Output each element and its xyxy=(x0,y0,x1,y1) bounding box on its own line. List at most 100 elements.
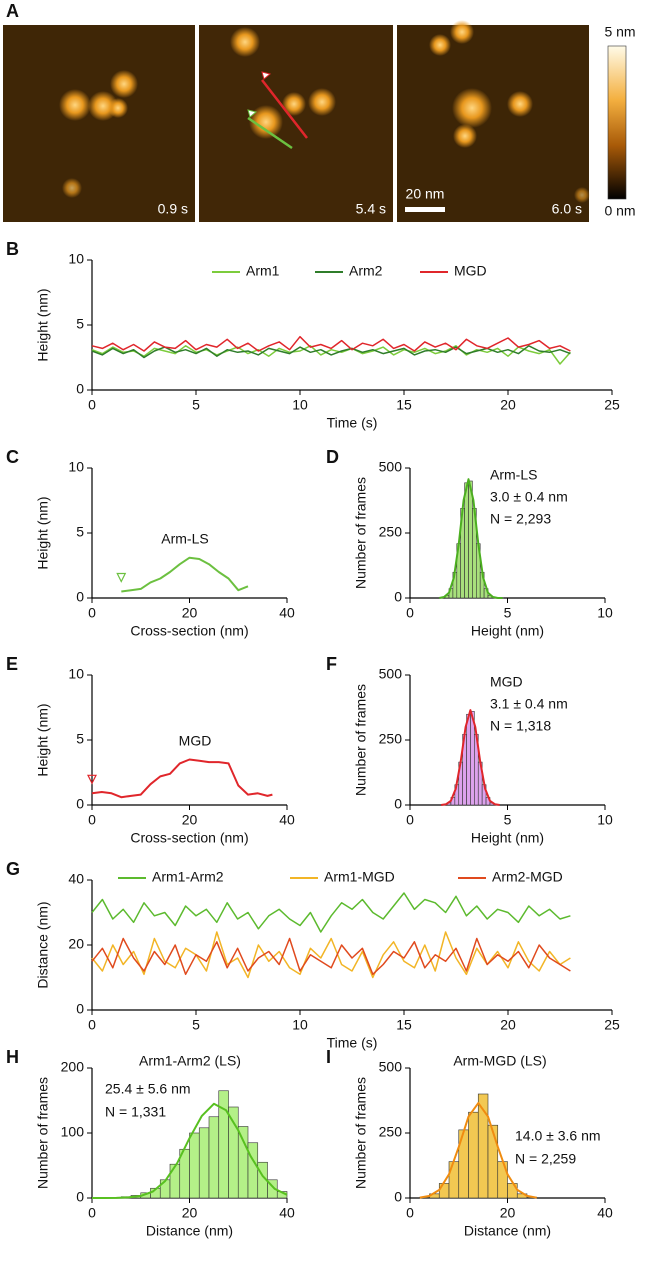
x-tick-label: 20 xyxy=(500,1017,516,1033)
colorbar-label: 0 nm xyxy=(604,203,635,219)
x-tick-label: 15 xyxy=(396,1017,412,1033)
x-tick-label: 5 xyxy=(504,605,512,621)
y-tick-label: 500 xyxy=(379,459,403,475)
legend-label: Arm1 xyxy=(246,263,280,279)
data-line xyxy=(419,1102,537,1199)
section-line xyxy=(247,116,293,150)
y-axis-title: Height (nm) xyxy=(35,288,51,361)
annotation: N = 2,259 xyxy=(515,1151,576,1167)
x-axis-title: Height (nm) xyxy=(471,830,544,846)
x-tick-label: 20 xyxy=(500,397,516,413)
y-tick-label: 250 xyxy=(379,731,403,747)
data-line xyxy=(91,931,571,979)
x-tick-label: 0 xyxy=(88,1017,96,1033)
bar xyxy=(466,713,471,806)
frame-time: 0.9 s xyxy=(158,201,188,217)
data-line xyxy=(91,892,571,933)
afm-frame xyxy=(3,25,195,222)
y-axis-title: Height (nm) xyxy=(35,703,51,776)
x-tick-label: 5 xyxy=(192,1017,200,1033)
afm-features xyxy=(59,20,590,203)
legend-label: MGD xyxy=(454,263,487,279)
start-marker xyxy=(116,572,127,583)
annotation: N = 2,293 xyxy=(490,511,551,527)
panel-letter: G xyxy=(6,859,20,879)
y-tick-label: 5 xyxy=(76,731,84,747)
x-tick-label: 0 xyxy=(88,397,96,413)
data-line xyxy=(441,709,500,806)
x-axis-title: Distance (nm) xyxy=(464,1223,551,1239)
y-axis-title: Number of frames xyxy=(353,477,369,589)
y-axis-title: Height (nm) xyxy=(35,496,51,569)
x-tick-label: 10 xyxy=(292,397,308,413)
data-line xyxy=(91,345,571,359)
arrowhead xyxy=(247,109,258,118)
x-tick-label: 10 xyxy=(597,605,613,621)
x-axis-title: Cross-section (nm) xyxy=(130,623,248,639)
panel-letter: B xyxy=(6,239,19,259)
y-tick-label: 0 xyxy=(76,589,84,605)
y-tick-label: 10 xyxy=(68,666,84,682)
annotation: MGD xyxy=(490,674,523,690)
x-tick-label: 20 xyxy=(500,1205,516,1221)
x-tick-label: 20 xyxy=(182,812,198,828)
y-tick-label: 500 xyxy=(379,1059,403,1075)
panel-letter: D xyxy=(326,447,339,467)
y-tick-label: 250 xyxy=(379,524,403,540)
bar xyxy=(189,1132,200,1199)
section-line xyxy=(261,79,308,139)
y-tick-label: 20 xyxy=(68,936,84,952)
x-axis-title: Height (nm) xyxy=(471,623,544,639)
annotation: 14.0 ± 3.6 nm xyxy=(515,1128,601,1144)
panel-letter: E xyxy=(6,654,18,674)
colorbar xyxy=(607,45,627,200)
annotation: Arm-LS xyxy=(490,467,537,483)
annotation: Arm-MGD (LS) xyxy=(453,1053,546,1069)
panel-letter: C xyxy=(6,447,19,467)
x-tick-label: 0 xyxy=(88,812,96,828)
y-tick-label: 200 xyxy=(61,1059,85,1075)
bar xyxy=(208,1116,220,1199)
y-tick-label: 0 xyxy=(76,381,84,397)
legend-label: Arm2 xyxy=(349,263,383,279)
panel-a: A 0.9 s 5.4 s 6.0 s 20 nm 5 nm 0 nm xyxy=(3,1,636,222)
x-tick-label: 25 xyxy=(604,1017,620,1033)
panel-letter: H xyxy=(6,1047,19,1067)
annotation: Arm-LS xyxy=(161,531,208,547)
frame-time: 5.4 s xyxy=(356,201,386,217)
bar xyxy=(237,1126,249,1199)
legend-label: Arm1-MGD xyxy=(324,869,395,885)
data-line xyxy=(439,478,503,599)
y-tick-label: 0 xyxy=(394,589,402,605)
frame-time: 6.0 s xyxy=(552,201,582,217)
y-axis-title: Distance (nm) xyxy=(35,901,51,988)
x-tick-label: 0 xyxy=(406,605,414,621)
y-tick-label: 100 xyxy=(61,1124,85,1140)
bar xyxy=(198,1127,210,1199)
annotation: N = 1,318 xyxy=(490,718,551,734)
y-tick-label: 0 xyxy=(394,1189,402,1205)
bar xyxy=(448,1161,460,1199)
bar xyxy=(470,711,475,806)
legend-label: Arm2-MGD xyxy=(492,869,563,885)
start-marker xyxy=(87,774,97,785)
x-tick-label: 25 xyxy=(604,397,620,413)
y-tick-label: 10 xyxy=(68,459,84,475)
bar xyxy=(438,1183,450,1199)
arrowhead xyxy=(261,71,272,80)
annotation: 25.4 ± 5.6 nm xyxy=(105,1081,191,1097)
x-tick-label: 0 xyxy=(88,1205,96,1221)
panel-letter: A xyxy=(6,1,19,21)
x-axis-title: Time (s) xyxy=(327,1035,378,1051)
y-tick-label: 5 xyxy=(76,524,84,540)
x-tick-label: 40 xyxy=(279,605,295,621)
x-tick-label: 10 xyxy=(597,812,613,828)
x-tick-label: 40 xyxy=(279,812,295,828)
scale-bar-label: 20 nm xyxy=(406,186,445,202)
data-line xyxy=(92,1102,288,1199)
x-tick-label: 40 xyxy=(279,1205,295,1221)
afm-frame xyxy=(397,25,589,222)
bar xyxy=(487,1124,499,1199)
y-axis-title: Number of frames xyxy=(353,684,369,796)
annotation: N = 1,331 xyxy=(105,1104,166,1120)
